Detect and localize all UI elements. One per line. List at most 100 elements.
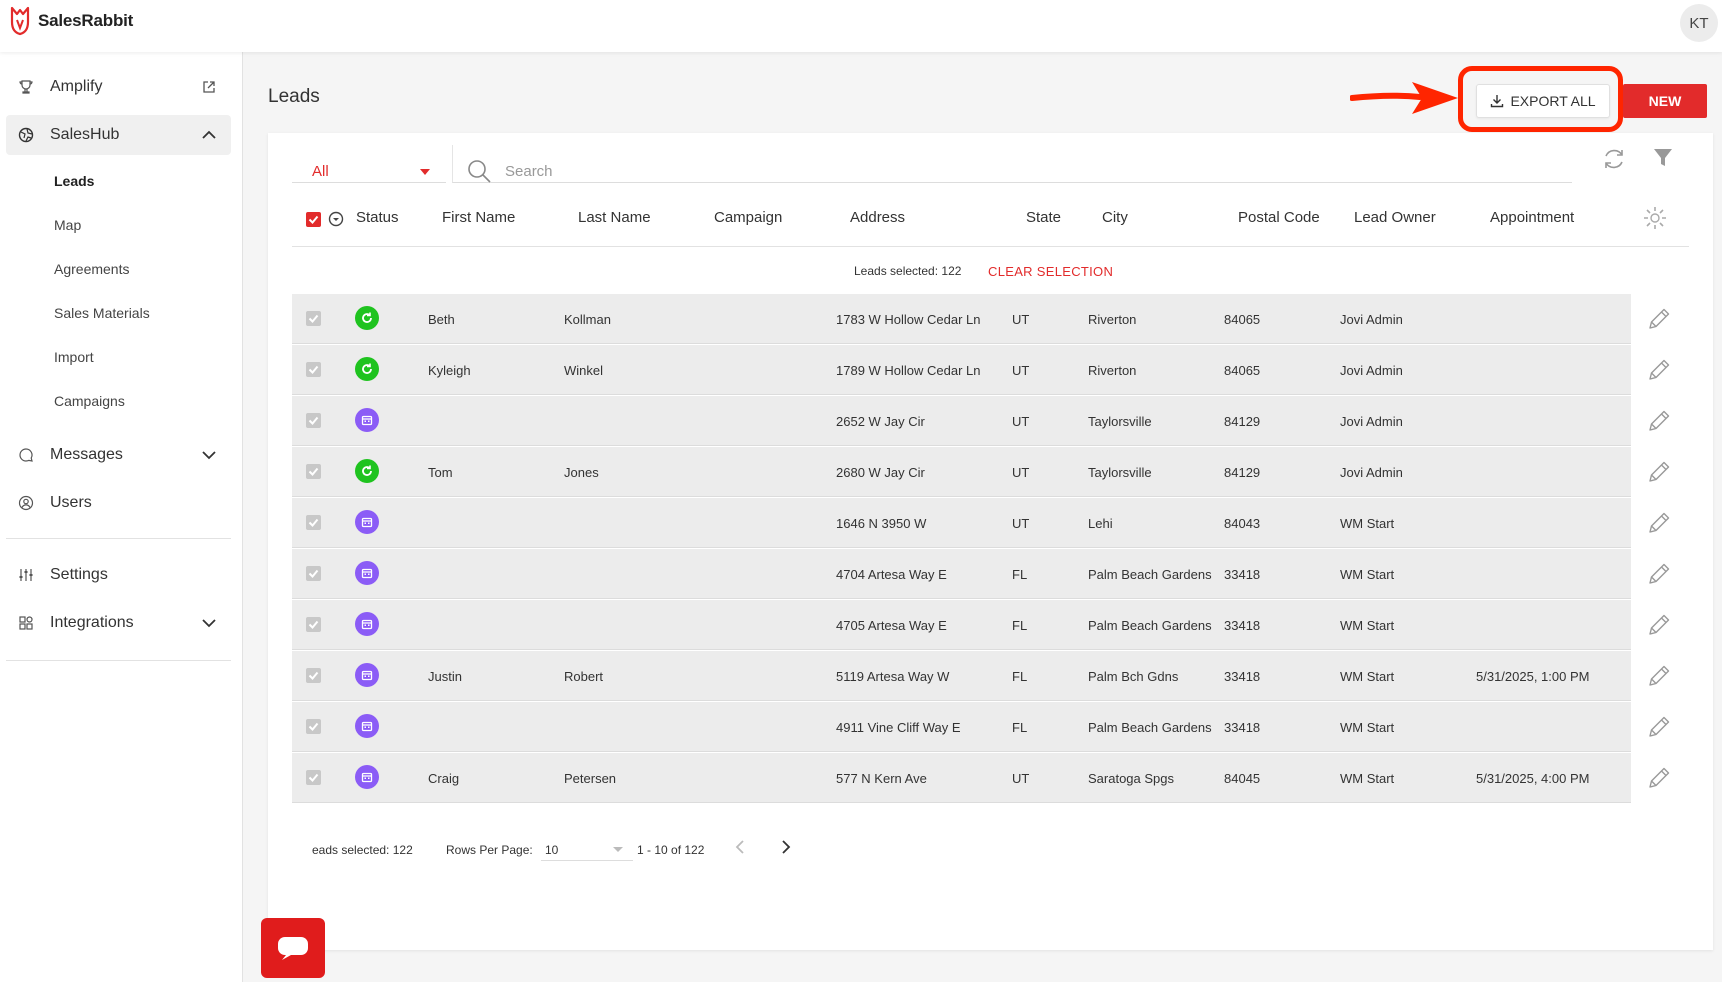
sidebar-subitem-import[interactable]: Import [54,349,94,365]
sidebar-item-amplify[interactable]: Amplify [6,67,231,107]
row-checkbox[interactable] [306,668,321,683]
refresh-icon[interactable] [1602,147,1626,176]
select-all-checkbox[interactable] [306,212,321,227]
cell-postal-code: 33418 [1224,669,1261,684]
cell-postal-code: 84045 [1224,771,1261,786]
chat-bubble-icon [278,937,308,960]
sliders-icon [16,565,36,585]
sidebar-item-messages[interactable]: Messages [6,435,231,475]
cell-city: Palm Beach Gardens [1088,618,1212,633]
sidebar-item-settings[interactable]: Settings [6,555,231,595]
cell-city: Taylorsville [1088,465,1152,480]
row-checkbox[interactable] [306,770,321,785]
col-header-postal-code[interactable]: Postal Code [1238,209,1320,226]
table-row[interactable]: 4911 Vine Cliff Way E FL Palm Beach Garden… [292,702,1631,752]
sidebar-subitem-map[interactable]: Map [54,217,82,233]
table-row[interactable]: 4704 Artesa Way E FL Palm Beach Gardens 334… [292,549,1631,599]
cell-state: UT [1012,465,1030,480]
column-settings-icon[interactable] [1642,205,1668,236]
sidebar-item-label: Settings [50,566,108,583]
prev-page-button[interactable] [730,837,750,857]
sidebar-subitem-agreements[interactable]: Agreements [54,261,130,277]
col-header-city[interactable]: City [1102,209,1128,226]
select-menu-icon[interactable] [328,211,344,232]
col-header-status[interactable]: Status [356,209,399,226]
sidebar-item-label: Integrations [50,614,134,631]
edit-pencil-icon[interactable] [1646,612,1672,643]
cell-address: 1646 N 3950 W [836,516,927,531]
cell-state: FL [1012,567,1028,582]
row-checkbox[interactable] [306,515,321,530]
col-header-appointment[interactable]: Appointment [1490,209,1575,226]
edit-pencil-icon[interactable] [1646,306,1672,337]
edit-pencil-icon[interactable] [1646,459,1672,490]
sidebar-item-integrations[interactable]: Integrations [6,603,231,643]
next-page-button[interactable] [776,837,796,857]
cell-state: UT [1012,363,1030,378]
col-header-first-name[interactable]: First Name [442,209,516,226]
status-calendar-icon [355,663,379,687]
table-row[interactable]: Beth Kollman 1783 W Hollow Cedar Ln UT River… [292,294,1631,344]
caret-down-icon [613,847,623,852]
table-row[interactable]: Justin Robert 5119 Artesa Way W FL Palm Bch … [292,651,1631,701]
grid-icon [16,613,36,633]
edit-pencil-icon[interactable] [1646,561,1672,592]
table-row[interactable]: Kyleigh Winkel 1789 W Hollow Cedar Ln UT Riv… [292,345,1631,395]
cell-postal-code: 84129 [1224,465,1261,480]
cell-first-name: Justin [428,669,462,684]
leads-table-card: All Status First Name Last Name Campaign… [268,133,1713,950]
status-filter-select[interactable]: All [292,145,446,183]
cell-state: UT [1012,312,1030,327]
edit-pencil-icon[interactable] [1646,408,1672,439]
row-checkbox[interactable] [306,464,321,479]
sidebar-subitem-leads[interactable]: Leads [54,173,95,189]
logo[interactable]: SalesRabbit [8,6,133,36]
row-checkbox[interactable] [306,362,321,377]
edit-pencil-icon[interactable] [1646,714,1672,745]
edit-pencil-icon[interactable] [1646,663,1672,694]
row-checkbox[interactable] [306,311,321,326]
cell-address: 2652 W Jay Cir [836,414,925,429]
row-checkbox[interactable] [306,617,321,632]
row-checkbox[interactable] [306,719,321,734]
col-header-lead-owner[interactable]: Lead Owner [1354,209,1436,226]
chevron-right-icon [782,840,791,854]
export-all-button[interactable]: EXPORT ALL [1476,84,1610,118]
edit-pencil-icon[interactable] [1646,510,1672,541]
table-row[interactable]: Tom Jones 2680 W Jay Cir UT Taylorsville 8412… [292,447,1631,497]
new-button[interactable]: NEW [1623,84,1707,118]
sidebar-subitem-sales-materials[interactable]: Sales Materials [54,305,150,321]
trophy-icon [16,77,36,97]
col-header-last-name[interactable]: Last Name [578,209,651,226]
search-icon [467,159,491,188]
row-checkbox[interactable] [306,566,321,581]
sidebar-item-saleshub[interactable]: SalesHub [6,115,231,155]
col-header-campaign[interactable]: Campaign [714,209,783,226]
table-row[interactable]: Craig Petersen 577 N Kern Ave UT Saratoga Sp… [292,753,1631,803]
edit-pencil-icon[interactable] [1646,765,1672,796]
cell-city: Palm Beach Gardens [1088,567,1212,582]
col-header-address[interactable]: Address [850,209,906,226]
table-row[interactable]: 2652 W Jay Cir UT Taylorsville 84129 Jovi Ad… [292,396,1631,446]
table-row[interactable]: 4705 Artesa Way E FL Palm Beach Gardens 334… [292,600,1631,650]
search-input[interactable] [505,163,905,180]
cell-lead-owner: WM Start [1340,618,1395,633]
table-row[interactable]: 1646 N 3950 W UT Lehi 84043 WM Start [292,498,1631,548]
clear-selection-link[interactable]: CLEAR SELECTION [988,264,1114,279]
chat-support-button[interactable] [261,918,325,978]
cell-postal-code: 33418 [1224,567,1261,582]
row-checkbox[interactable] [306,413,321,428]
cell-address: 577 N Kern Ave [836,771,927,786]
edit-pencil-icon[interactable] [1646,357,1672,388]
rows-per-page-select[interactable]: 10 [541,833,633,861]
sidebar-item-users[interactable]: Users [6,483,231,523]
cell-last-name: Kollman [564,312,611,327]
col-header-state[interactable]: State [1026,209,1062,226]
cell-appointment: 5/31/2025, 1:00 PM [1476,669,1590,684]
sidebar-subitem-campaigns[interactable]: Campaigns [54,393,125,409]
sidebar-divider [6,538,231,539]
filter-icon[interactable] [1652,147,1674,174]
cell-city: Palm Bch Gdns [1088,669,1179,684]
avatar[interactable]: KT [1680,4,1718,42]
cell-postal-code: 33418 [1224,618,1261,633]
